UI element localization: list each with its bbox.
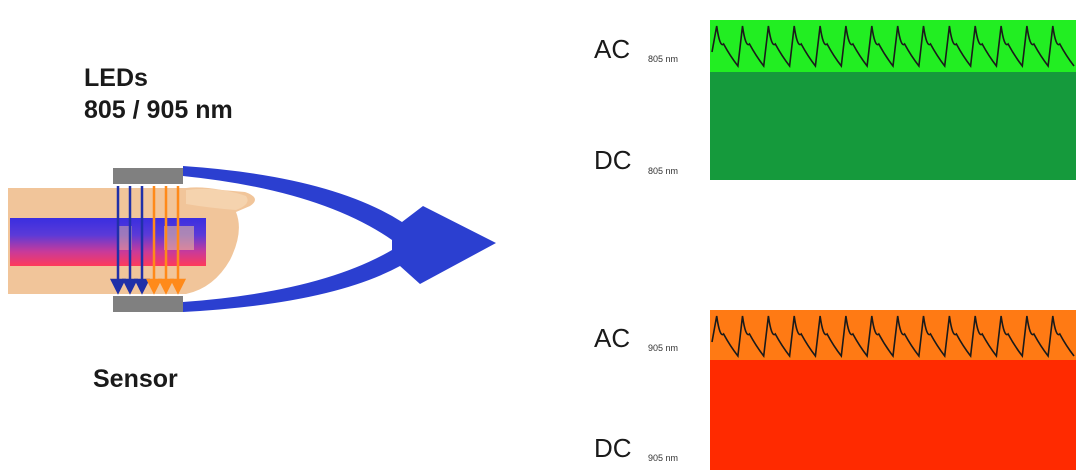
blood-vessel-window-2 [118,226,132,250]
dc-805nm-band [710,72,1076,180]
led-probe [113,168,183,184]
dc-805nm-label: DC [594,145,632,175]
ac-905nm-label: AC [594,323,631,353]
light-rays-905nm [145,186,187,295]
dc-905nm-band [710,360,1076,470]
finger-nail [186,188,248,210]
leds-title: LEDs [84,64,148,92]
dc-905nm-label: DC [594,433,632,463]
ac-905nm-waveform [711,315,1075,359]
ac-805nm-waveform [711,25,1075,69]
ac-805nm-unit: 805 nm [648,54,679,64]
dc-905nm-unit: 905 nm [648,453,679,463]
sensor-label: Sensor [93,365,178,393]
signal-flow-arrow [183,166,496,312]
ac-905nm-unit: 905 nm [648,343,679,353]
dc-805nm-unit: 805 nm [648,166,679,176]
ac-805nm-label: AC [594,34,631,64]
sensor-probe [113,296,183,312]
light-rays-805nm [109,186,151,295]
leds-wavelengths: 805 / 905 nm [84,96,233,124]
